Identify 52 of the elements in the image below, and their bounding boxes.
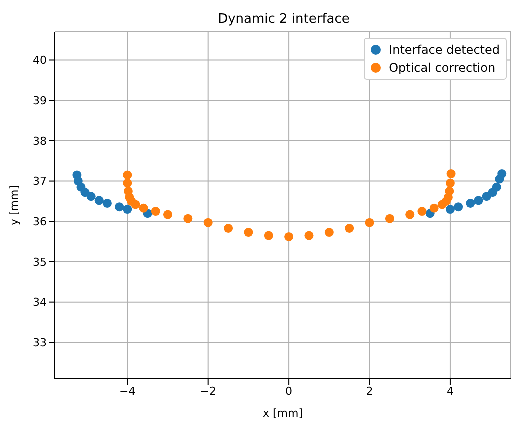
x-tick-label: 4 [446, 384, 454, 398]
point [284, 232, 294, 242]
point [446, 178, 455, 188]
point [454, 202, 464, 212]
point [139, 204, 148, 213]
point [102, 198, 112, 208]
point [365, 218, 374, 228]
y-tick-label: 39 [33, 94, 47, 108]
point [430, 204, 439, 213]
point [474, 196, 484, 206]
y-tick-label: 36 [33, 216, 47, 229]
legend-label: Optical correction [389, 60, 496, 77]
point [123, 178, 132, 188]
point [445, 186, 454, 196]
y-tick-label: 38 [33, 134, 47, 148]
point [466, 198, 476, 208]
point [418, 207, 427, 216]
legend-label: Interface detected [389, 42, 500, 59]
point [244, 228, 254, 238]
point [123, 170, 132, 180]
x-tick-label: 0 [286, 384, 293, 398]
point [446, 170, 456, 179]
point [304, 231, 314, 240]
point [204, 218, 213, 228]
point [498, 170, 507, 179]
y-tick-label: 40 [33, 54, 47, 68]
point [123, 205, 132, 214]
point [184, 214, 193, 224]
y-tick-label: 33 [33, 336, 47, 350]
point [406, 210, 415, 220]
point [86, 192, 96, 202]
point [385, 214, 394, 224]
y-axis-title: y [mm] [8, 185, 21, 226]
x-axis-title: x [mm] [262, 407, 304, 420]
point [264, 231, 274, 240]
x-tick-label: −2 [200, 384, 216, 398]
x-tick-label: 2 [366, 384, 374, 398]
point [492, 182, 502, 192]
point [94, 196, 104, 206]
point [163, 210, 172, 220]
point [446, 205, 455, 214]
point [224, 224, 234, 233]
y-tick-label: 35 [33, 256, 47, 269]
point [345, 224, 354, 233]
chart-title: Dynamic 2 interface [217, 12, 351, 27]
y-tick-label: 34 [33, 296, 47, 310]
point [115, 202, 124, 212]
point [324, 228, 334, 238]
point [151, 207, 160, 216]
x-tick-label: −4 [120, 384, 136, 398]
point [131, 200, 140, 210]
y-tick-label: 37 [33, 175, 47, 188]
